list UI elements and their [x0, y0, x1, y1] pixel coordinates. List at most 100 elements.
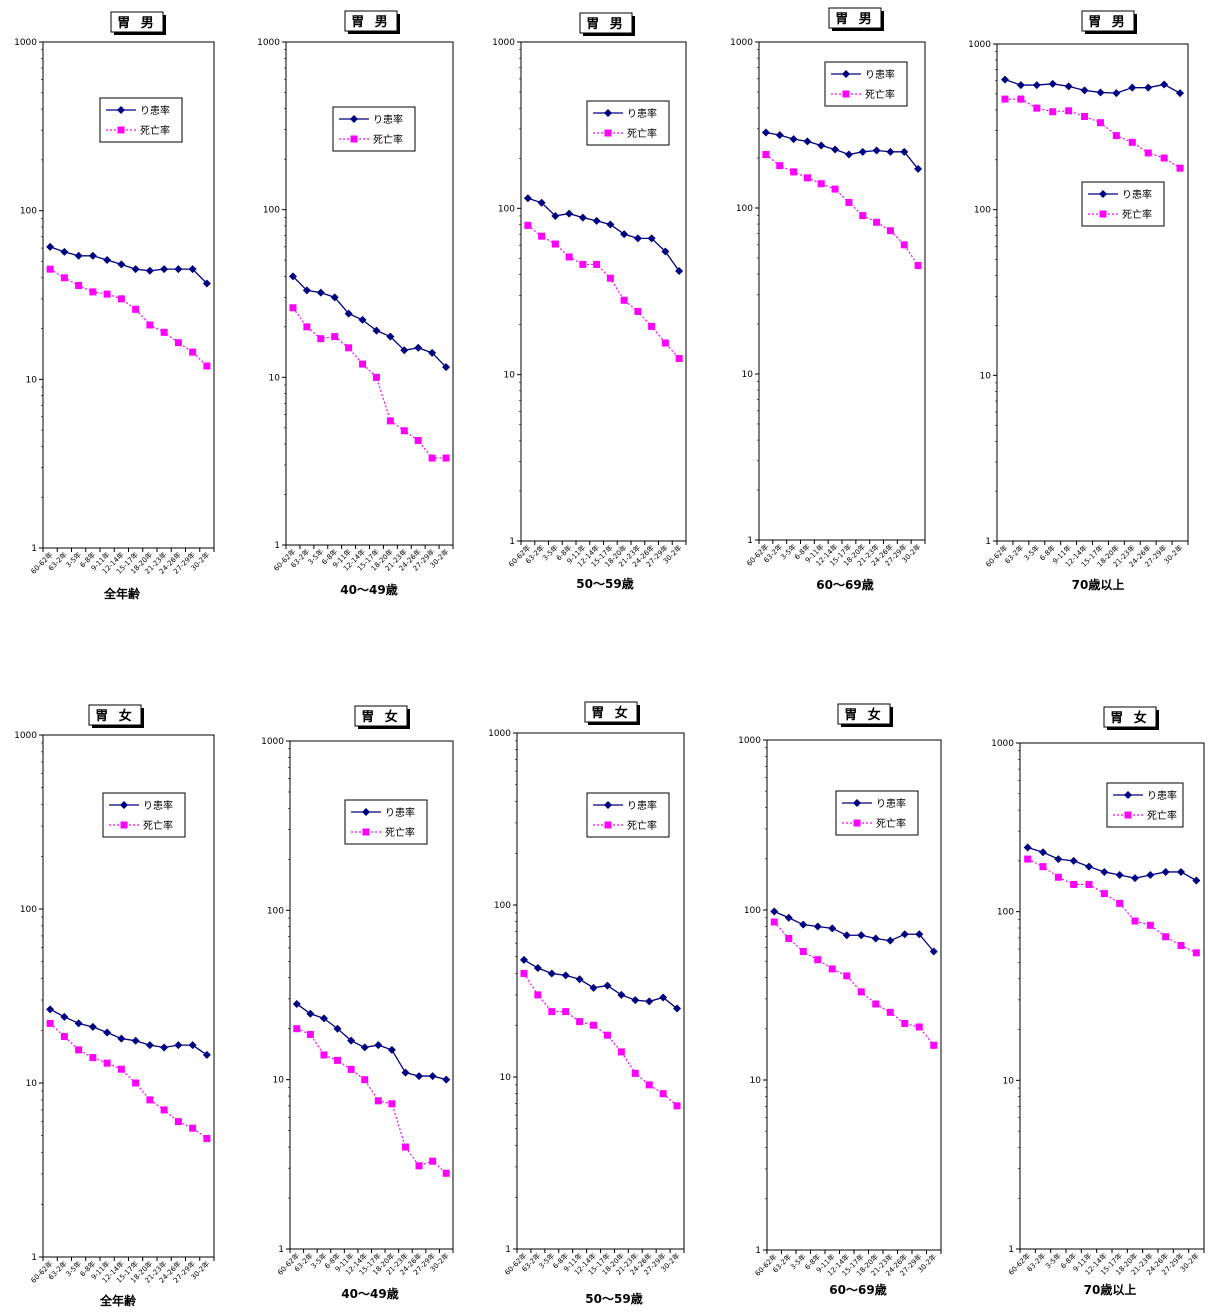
legend-label: 死亡率	[627, 127, 657, 140]
data-point	[306, 1030, 314, 1038]
data-point	[633, 234, 642, 243]
data-point	[519, 955, 528, 964]
x-axis-label: 60〜69歳	[816, 577, 873, 592]
legend-marker	[1124, 791, 1132, 799]
legend-marker	[117, 126, 125, 134]
data-point	[1023, 843, 1032, 852]
data-point	[347, 1065, 355, 1073]
data-point	[401, 1143, 409, 1151]
plot-area	[758, 41, 926, 541]
data-point	[1160, 154, 1168, 162]
data-point	[620, 296, 628, 304]
data-point	[675, 266, 684, 275]
data-point	[1033, 104, 1041, 112]
x-axis-label: 40〜49歳	[341, 1286, 398, 1301]
legend-label: り患率	[140, 104, 170, 117]
data-point	[673, 1102, 681, 1110]
data-point	[761, 128, 770, 137]
data-point	[331, 333, 339, 341]
data-point	[886, 936, 895, 945]
data-point	[1081, 113, 1089, 121]
data-point	[1192, 876, 1201, 885]
series-incidence	[288, 272, 451, 372]
data-point	[1080, 86, 1089, 95]
data-point	[1116, 899, 1124, 907]
data-point	[842, 931, 851, 940]
series-mortality	[46, 265, 211, 370]
data-point	[1065, 107, 1073, 115]
chart-title: 胃 男	[835, 12, 875, 27]
data-point	[1085, 862, 1093, 871]
x-axis-label: 40〜49歳	[340, 582, 397, 597]
data-point	[547, 969, 556, 978]
data-point	[817, 180, 825, 188]
data-point	[803, 174, 811, 182]
data-point	[648, 322, 656, 330]
data-point	[1176, 164, 1184, 172]
data-point	[857, 931, 866, 940]
y-tick-label: 1000	[968, 40, 991, 50]
data-point	[89, 1054, 97, 1062]
chart-8: 胃 女110100100060-62年63-2年3-5年6-8年9-11年12-…	[488, 701, 685, 1306]
data-point	[523, 194, 532, 203]
data-point	[813, 922, 822, 931]
chart-title: 胃 男	[586, 17, 626, 32]
data-point	[1001, 95, 1009, 103]
legend-label: り患率	[876, 797, 906, 810]
data-point	[160, 265, 169, 274]
data-point	[400, 427, 408, 435]
data-point	[320, 1051, 328, 1059]
legend-marker	[350, 135, 358, 143]
data-point	[189, 348, 197, 356]
data-point	[575, 975, 584, 984]
data-point	[293, 1025, 301, 1033]
x-tick-label: 3-5年	[1022, 543, 1041, 562]
data-point	[46, 242, 55, 251]
y-tick-label: 1000	[488, 729, 511, 739]
series-mortality	[520, 969, 681, 1110]
data-point	[537, 198, 546, 207]
data-point	[533, 964, 542, 973]
data-point	[661, 339, 669, 347]
legend-label: 死亡率	[865, 88, 895, 101]
data-point	[831, 185, 839, 193]
y-tick-label: 10	[980, 371, 992, 381]
legend-box	[99, 97, 183, 143]
data-point	[784, 913, 793, 922]
data-point	[414, 343, 423, 352]
data-point	[188, 1041, 197, 1050]
data-point	[386, 417, 394, 425]
y-tick-label: 10	[742, 370, 754, 380]
data-point	[1131, 874, 1139, 883]
data-point	[872, 146, 881, 155]
data-point	[292, 999, 301, 1008]
data-point	[1131, 917, 1139, 925]
series-mortality	[1024, 855, 1200, 957]
data-point	[538, 232, 546, 240]
data-point	[88, 1022, 97, 1031]
data-point	[915, 1023, 923, 1031]
y-tick-label: 1	[505, 1245, 511, 1255]
data-point	[845, 198, 853, 206]
legend-label: 死亡率	[143, 819, 173, 832]
data-point	[1032, 81, 1041, 90]
data-point	[75, 1046, 83, 1054]
data-point	[46, 1005, 55, 1014]
legend-box	[835, 790, 919, 836]
data-point	[1112, 132, 1120, 140]
y-tick-label: 1000	[730, 38, 753, 48]
data-point	[145, 1041, 154, 1050]
y-tick-label: 1000	[261, 737, 284, 747]
data-point	[551, 240, 559, 248]
data-point	[1146, 870, 1155, 879]
data-point	[428, 454, 436, 462]
y-tick-label: 10	[26, 375, 38, 385]
series-incidence	[523, 194, 684, 275]
x-axis-label: 全年齢	[99, 1293, 137, 1308]
data-point	[617, 990, 626, 999]
data-point	[1192, 949, 1200, 957]
data-point	[334, 1056, 342, 1064]
